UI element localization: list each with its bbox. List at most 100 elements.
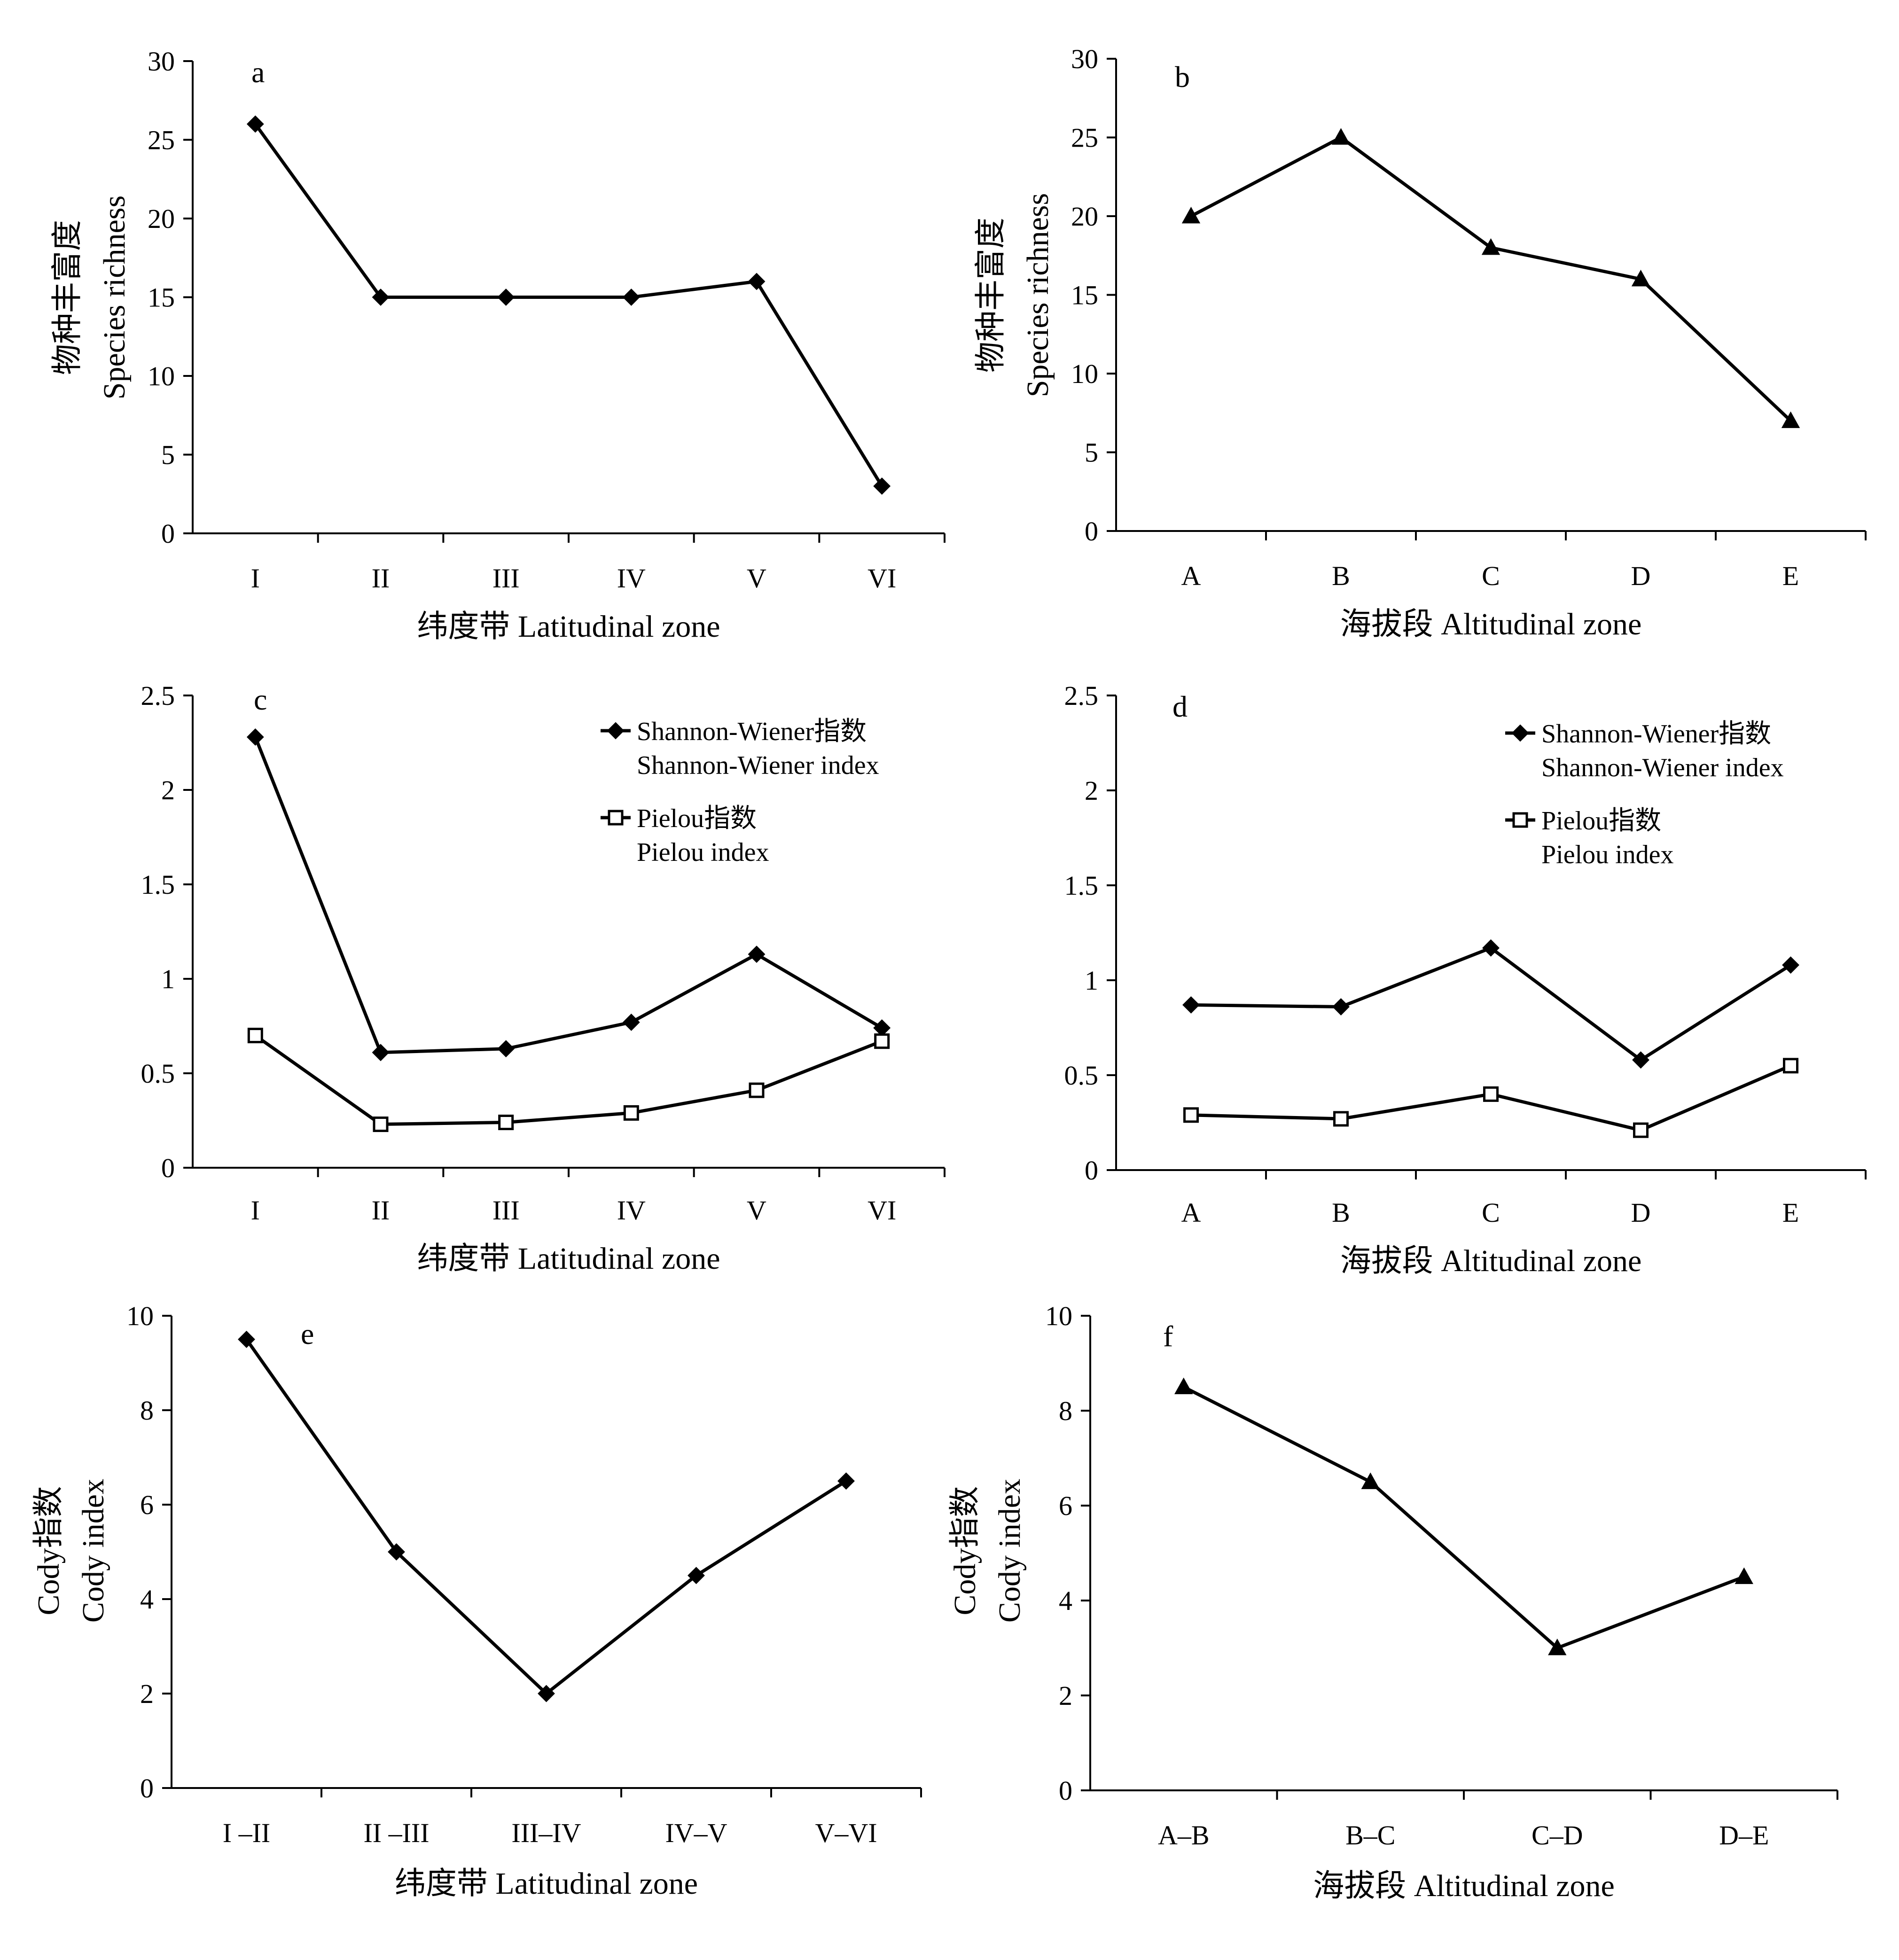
y-tick-label: 30 — [148, 46, 175, 77]
legend: Shannon-Wiener指数 Shannon-Wiener index Piel… — [601, 717, 879, 867]
data-point-series2-5 — [1783, 1058, 1798, 1074]
y-tick-label: 2 — [161, 775, 175, 805]
legend-entry: Shannon-Wiener index — [637, 751, 879, 780]
y-axis-title: Species richness — [97, 195, 132, 399]
x-tick-label: V — [747, 563, 766, 593]
y-tick-label: 20 — [1071, 201, 1098, 232]
panel-letter: c — [254, 683, 267, 716]
legend-entry: Pielou index — [637, 838, 769, 867]
y-axis-title: Cody index — [76, 1479, 110, 1623]
x-tick-label: I — [251, 563, 260, 593]
x-tick-label: A — [1181, 1197, 1201, 1228]
y-tick-label: 25 — [1071, 123, 1098, 153]
series-line-1 — [1191, 946, 1792, 1062]
y-axis-title: 物种丰富度 — [50, 220, 85, 375]
legend-swatch-marker — [607, 722, 625, 740]
data-point-series1-4 — [688, 1567, 705, 1585]
x-tick-label: IV–V — [665, 1818, 727, 1848]
data-point-series1-5 — [748, 945, 766, 963]
y-tick-label: 20 — [148, 203, 175, 234]
series-line-1 — [254, 736, 883, 1054]
x-tick-label: II –III — [363, 1818, 429, 1848]
y-tick-label: 0 — [1059, 1775, 1072, 1806]
y-axis-title: Cody指数 — [948, 1486, 982, 1615]
y-tick-label: 4 — [1059, 1585, 1072, 1616]
x-tick-label: IV — [617, 1195, 646, 1226]
panel-letter: e — [301, 1317, 314, 1351]
y-tick-label: 1 — [161, 964, 175, 994]
y-tick-label: 0.5 — [1064, 1060, 1099, 1091]
x-tick-label: II — [372, 563, 390, 593]
data-point-series1-1 — [1181, 206, 1201, 224]
data-point-series1-3 — [497, 289, 515, 306]
x-tick-label: I –II — [223, 1818, 270, 1848]
legend-entry: Pielou指数 — [1541, 806, 1661, 836]
y-tick-label: 6 — [140, 1490, 154, 1520]
data-point-series1-1 — [246, 728, 264, 746]
legend-entry: Shannon-Wiener指数 — [1541, 719, 1771, 749]
y-tick-label: 0 — [1085, 1155, 1098, 1186]
data-point-series1-1 — [1174, 1377, 1193, 1394]
y-tick-label: 2 — [1059, 1680, 1072, 1711]
y-tick-label: 2 — [140, 1679, 154, 1709]
data-point-series1-6 — [873, 477, 891, 495]
x-tick-label: A — [1181, 561, 1201, 591]
y-tick-label: 2.5 — [1064, 680, 1099, 711]
data-point-series1-2 — [1331, 128, 1351, 145]
y-tick-label: 0.5 — [141, 1058, 175, 1089]
data-point-series1-1 — [238, 1330, 255, 1348]
legend-entry: Shannon-Wiener指数 — [637, 717, 867, 746]
x-tick-label: B–C — [1345, 1820, 1395, 1851]
y-tick-label: 5 — [161, 440, 175, 470]
data-point-series2-1 — [247, 1028, 263, 1044]
data-point-series2-3 — [1483, 1086, 1499, 1102]
data-point-series1-2 — [388, 1543, 405, 1561]
x-tick-label: A–B — [1158, 1820, 1210, 1851]
x-tick-label: III — [492, 1195, 520, 1226]
x-tick-label: C–D — [1532, 1820, 1583, 1851]
x-tick-label: III — [492, 563, 520, 593]
series-line-1 — [1183, 1385, 1745, 1650]
data-point-series1-2 — [372, 1044, 390, 1062]
y-tick-label: 0 — [161, 1153, 175, 1183]
x-axis-title: 纬度带 Latitudinal zone — [395, 1866, 698, 1901]
series-line-1 — [254, 123, 883, 487]
x-tick-label: C — [1482, 561, 1500, 591]
panel-d: 0 0.5 1 1.5 2 2.5 A B C D E 海拔段 Altitudinal zone d Sh… — [1064, 680, 1867, 1278]
x-tick-label: B — [1332, 1197, 1350, 1228]
panel-b: 0 5 10 15 20 25 30 A B C D E 海拔段 Altitudinal zone 物种丰… — [974, 44, 1867, 641]
y-tick-label: 0 — [161, 518, 175, 549]
data-point-series1-5 — [837, 1472, 855, 1490]
data-point-series1-2 — [1332, 998, 1350, 1015]
y-tick-label: 1 — [1085, 965, 1098, 996]
x-tick-label: III–IV — [511, 1818, 581, 1848]
y-tick-label: 2 — [1085, 775, 1098, 806]
y-tick-label: 4 — [140, 1584, 154, 1615]
x-axis-title: 纬度带 Latitudinal zone — [417, 609, 720, 644]
y-axis-title: Species richness — [1021, 193, 1055, 397]
legend-swatch-marker — [1512, 812, 1528, 828]
data-point-series1-4 — [1735, 1567, 1753, 1584]
data-point-series1-4 — [1632, 1051, 1649, 1069]
panel-letter: d — [1172, 690, 1188, 723]
panel-e: 0 2 4 6 8 10 I –II II –III III–IV IV–V V–VI 纬度带 Lat… — [31, 1301, 922, 1901]
data-point-series1-3 — [1482, 939, 1500, 957]
y-tick-label: 15 — [1071, 280, 1098, 311]
x-tick-label: D — [1631, 561, 1651, 591]
data-point-series1-5 — [748, 273, 766, 290]
data-point-series2-1 — [1183, 1107, 1199, 1123]
series-line-1 — [245, 1338, 847, 1695]
x-axis-title: 海拔段 Altitudinal zone — [1340, 1244, 1642, 1278]
y-axis-title: 物种丰富度 — [974, 218, 1008, 373]
x-axis-title: 海拔段 Altitudinal zone — [1313, 1869, 1615, 1903]
y-tick-label: 0 — [140, 1773, 154, 1804]
data-point-series1-2 — [1361, 1472, 1380, 1489]
legend-swatch-marker — [1511, 724, 1529, 742]
x-tick-label: E — [1782, 1197, 1799, 1228]
x-tick-label: B — [1332, 561, 1350, 591]
x-tick-label: VI — [867, 1195, 896, 1226]
data-point-series1-3 — [1548, 1638, 1567, 1655]
